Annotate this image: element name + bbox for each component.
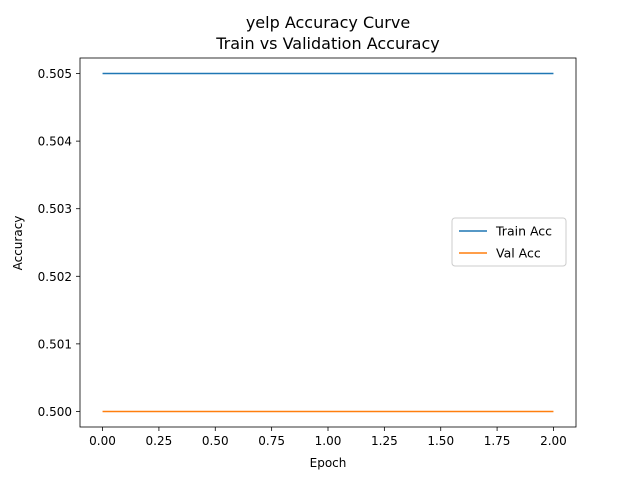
y-tick-label: 0.502 <box>38 270 72 284</box>
y-tick-label: 0.503 <box>38 202 72 216</box>
legend-label-1: Val Acc <box>496 246 541 261</box>
legend: Train Acc Val Acc <box>451 217 567 267</box>
x-tick-label: 1.00 <box>315 434 342 448</box>
y-tick-label: 0.504 <box>38 135 72 149</box>
chart-title: yelp Accuracy Curve <box>246 13 410 32</box>
x-tick-label: 0.00 <box>89 434 116 448</box>
x-tick-label: 1.50 <box>427 434 454 448</box>
x-tick-label: 1.75 <box>484 434 511 448</box>
x-tick-label: 2.00 <box>540 434 567 448</box>
x-tick-label: 0.75 <box>258 434 285 448</box>
x-axis-label: Epoch <box>310 456 347 470</box>
x-tick-label: 0.50 <box>202 434 229 448</box>
x-tick-label: 1.25 <box>371 434 398 448</box>
y-tick-label: 0.505 <box>38 67 72 81</box>
y-axis-label: Accuracy <box>11 216 25 271</box>
y-tick-label: 0.501 <box>38 337 72 351</box>
legend-label-0: Train Acc <box>495 224 552 239</box>
chart-subtitle: Train vs Validation Accuracy <box>215 34 440 53</box>
y-tick-label: 0.500 <box>38 405 72 419</box>
x-tick-label: 0.25 <box>146 434 173 448</box>
series-lines <box>102 72 554 413</box>
y-axis: 0.500 0.501 0.502 0.503 0.504 0.505 <box>38 67 80 419</box>
legend-box <box>451 217 567 267</box>
x-axis: 0.00 0.25 0.50 0.75 1.00 1.25 1.50 1.75 2.00 <box>89 427 567 448</box>
